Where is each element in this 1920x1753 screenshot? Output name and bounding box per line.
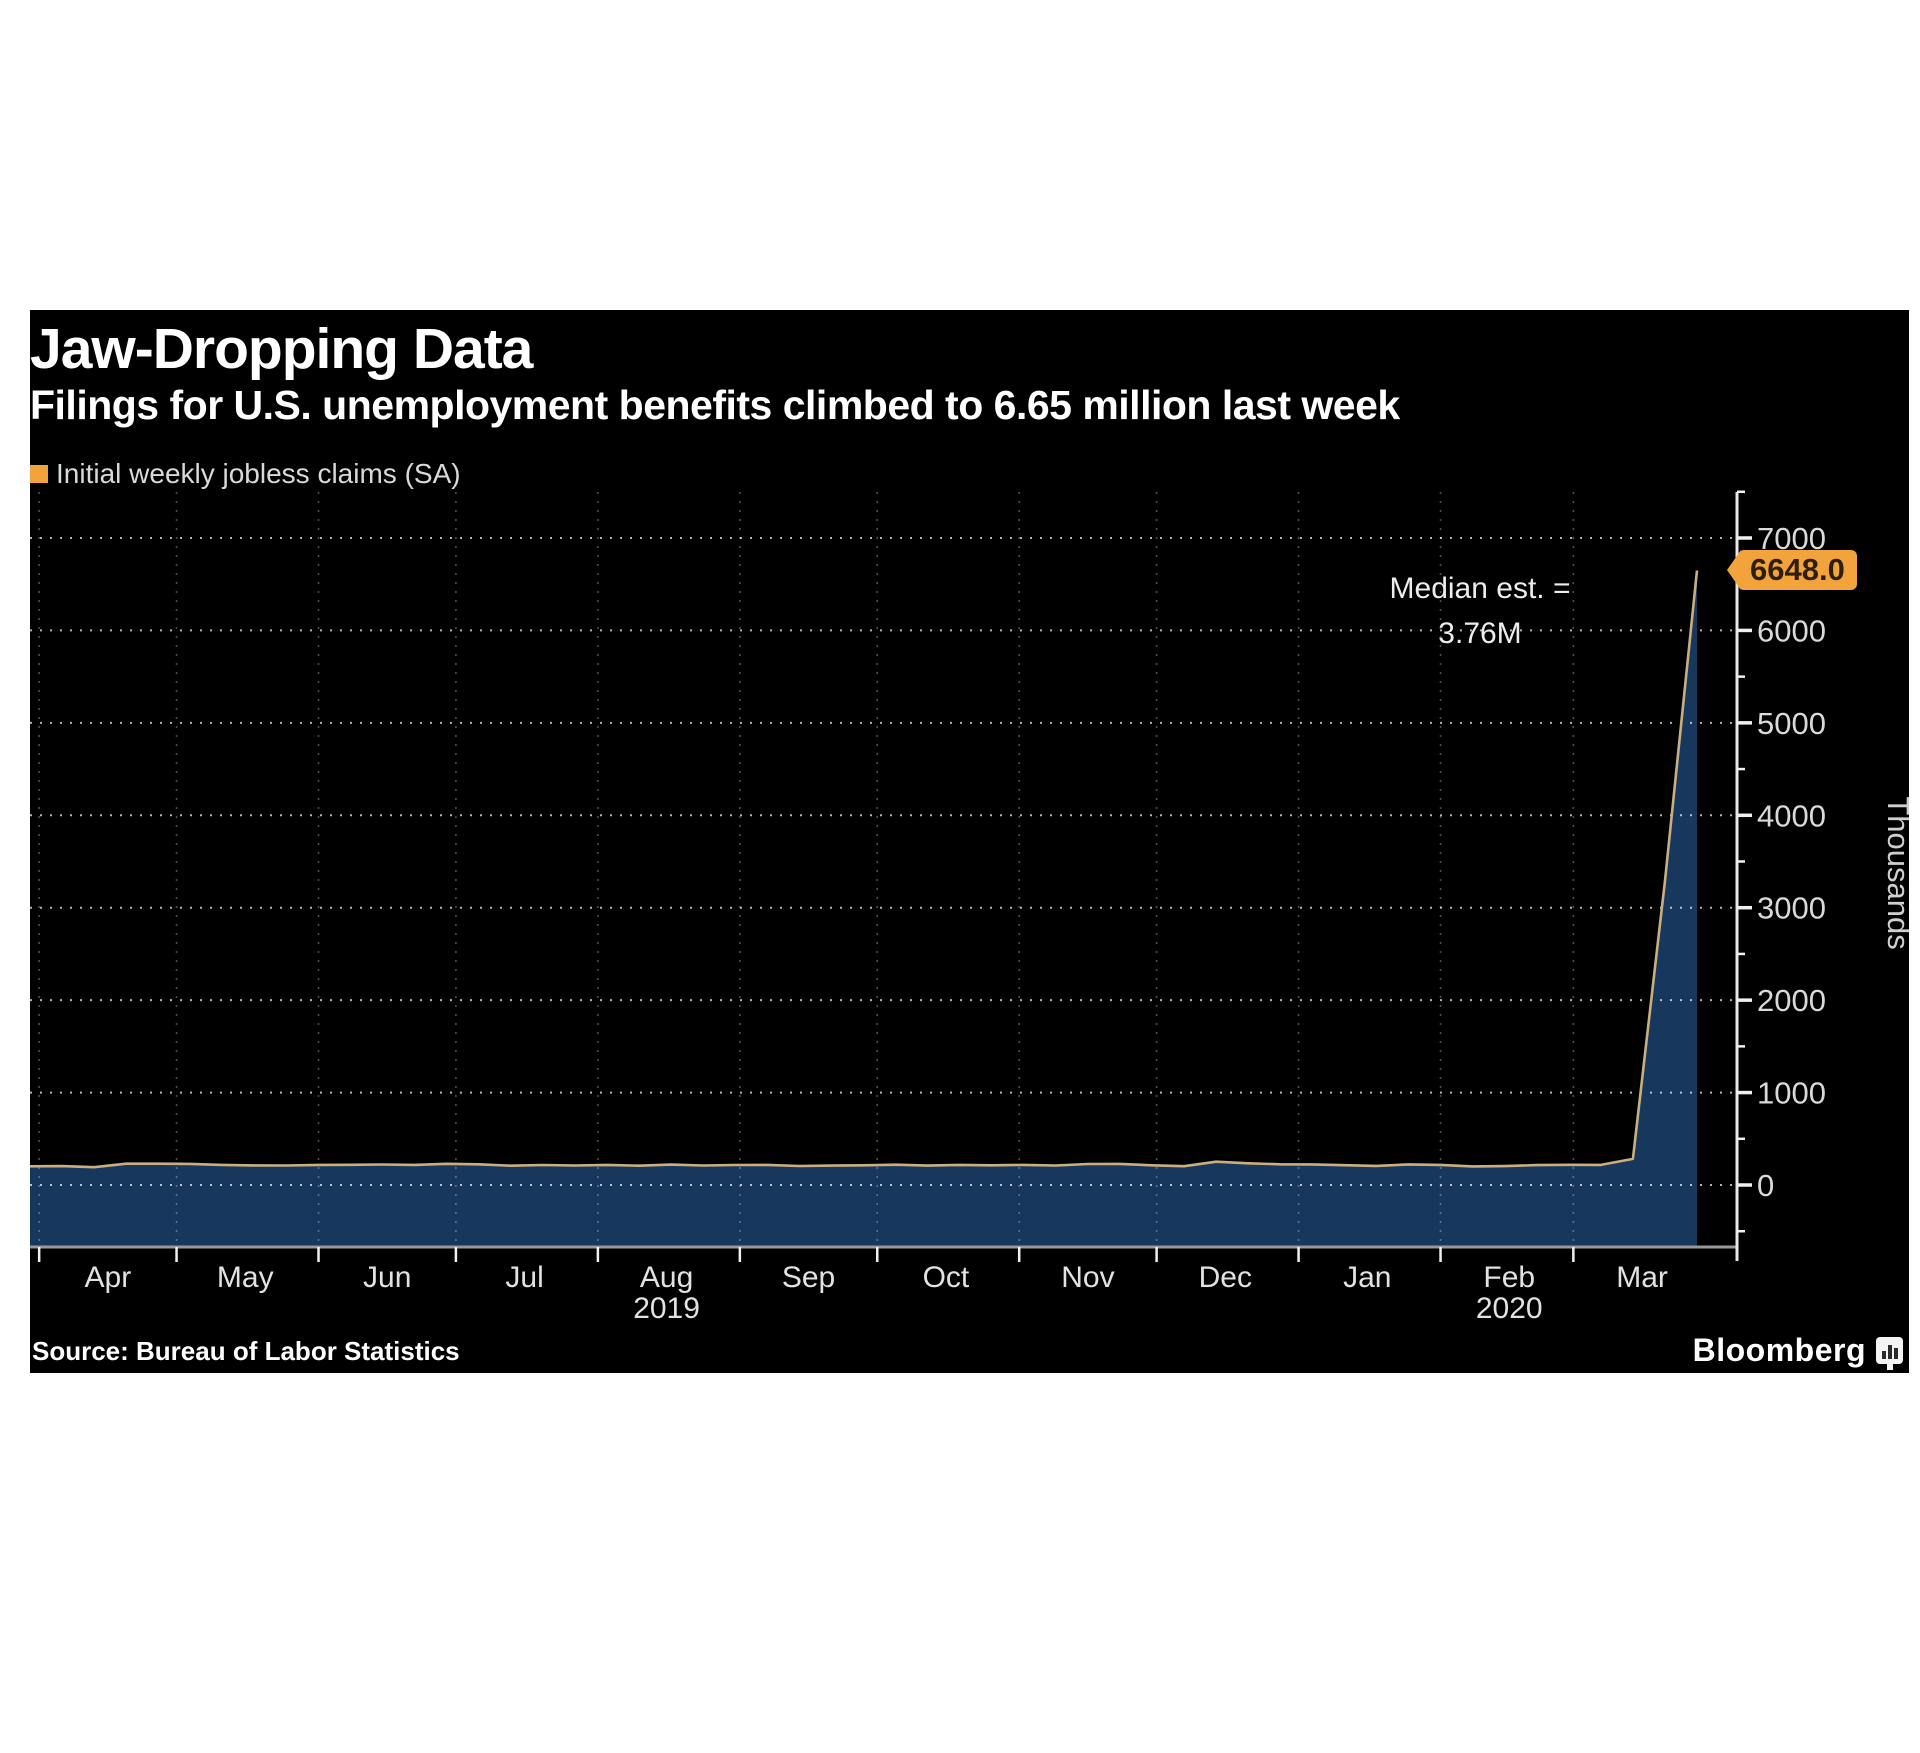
chart-title: Jaw-Dropping Data [30, 317, 533, 381]
series-line [30, 570, 1699, 1169]
y-tick-label: 4000 [1757, 798, 1826, 833]
last-value-flag: 6648.0 [1727, 550, 1857, 590]
y-tick-label: 6000 [1757, 613, 1826, 648]
x-tick-label: Oct [923, 1261, 970, 1294]
brand-block: Bloomberg [1692, 1332, 1903, 1370]
x-tick-label: Apr [85, 1261, 132, 1294]
last-value-label: 6648.0 [1738, 550, 1857, 590]
median-estimate-line1: Median est. = [1389, 572, 1571, 605]
median-estimate-line2: 3.76M [1438, 617, 1522, 650]
x-tick-label: Jun [363, 1261, 411, 1294]
y-tick-label: 3000 [1757, 891, 1826, 926]
x-year-label: 2019 [633, 1292, 700, 1325]
y-axis-title: Thousands [1881, 796, 1909, 949]
x-tick-label: Jul [505, 1261, 543, 1294]
y-tick-label: 1000 [1757, 1076, 1826, 1111]
legend: Initial weekly jobless claims (SA) [30, 458, 461, 490]
bloomberg-logo-icon [1876, 1337, 1903, 1370]
y-tick-label: 2000 [1757, 983, 1826, 1018]
brand-name: Bloomberg [1692, 1332, 1866, 1368]
chart-subtitle: Filings for U.S. unemployment benefits c… [30, 382, 1400, 428]
x-tick-label: Feb [1483, 1261, 1535, 1294]
median-estimate-annotation: Median est. = 3.76M [1330, 566, 1630, 656]
source-credit: Source: Bureau of Labor Statistics [32, 1336, 460, 1366]
y-tick-label: 5000 [1757, 706, 1826, 741]
x-tick-label: Dec [1199, 1261, 1252, 1294]
x-year-label: 2020 [1476, 1292, 1543, 1325]
chart-panel: 0 1000 2000 3000 4000 5000 6000 7000 Apr May Jun Ju… [30, 310, 1909, 1373]
x-tick-label: May [217, 1261, 274, 1294]
x-tick-label: Sep [782, 1261, 835, 1294]
x-tick-label: Nov [1061, 1261, 1114, 1294]
legend-swatch-icon [30, 465, 48, 483]
x-tick-label: Aug [640, 1261, 693, 1294]
legend-label: Initial weekly jobless claims (SA) [56, 458, 461, 489]
y-tick-label: 0 [1757, 1168, 1774, 1203]
flag-arrow-icon [1727, 550, 1741, 590]
x-tick-label: Mar [1616, 1261, 1668, 1294]
series-area [30, 570, 1697, 1247]
x-tick-label: Jan [1343, 1261, 1391, 1294]
